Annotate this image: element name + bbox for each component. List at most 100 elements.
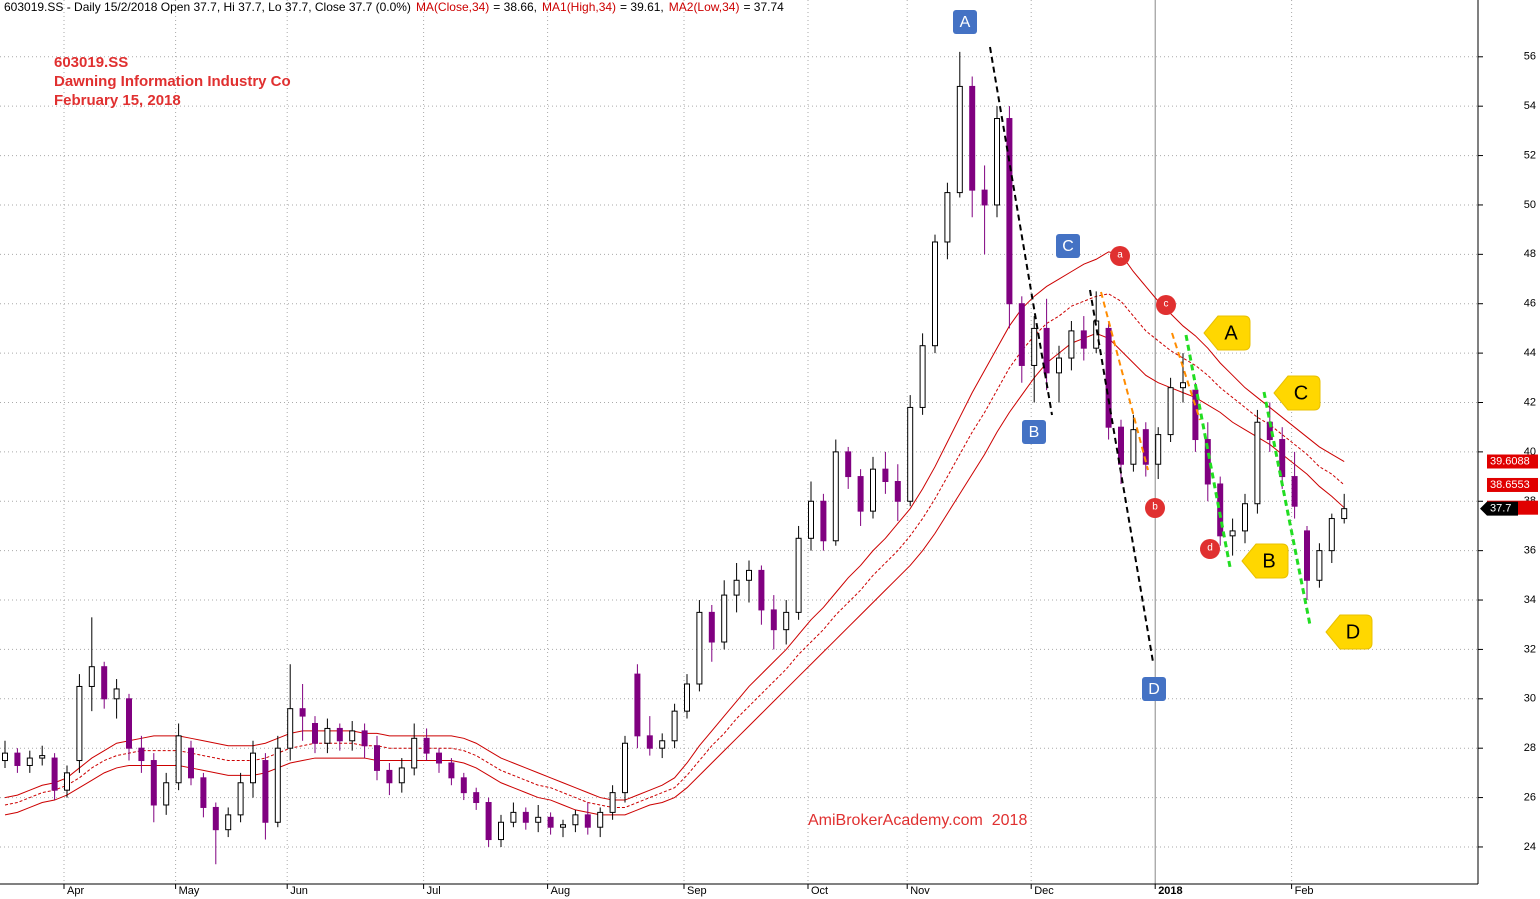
candle-body: [932, 241, 938, 347]
candle-body: [659, 740, 666, 749]
end-tag-label: 38.6553: [1490, 479, 1530, 491]
candle-body: [522, 811, 529, 823]
overlay: 2426283032343638404244464850525456AprMay…: [63, 10, 1538, 897]
point-marker: [1145, 498, 1165, 518]
candle-body: [88, 666, 95, 687]
candle-body: [336, 727, 343, 742]
candle-body: [708, 611, 715, 643]
candle-body: [287, 708, 294, 749]
last-tag: [1480, 501, 1518, 516]
candle-body: [386, 769, 393, 784]
x-tick-label: Nov: [910, 885, 930, 897]
candle-body: [39, 755, 46, 759]
tag-marker: [1273, 375, 1321, 411]
legend-value: = 37.74: [743, 0, 784, 14]
candle-body: [758, 569, 765, 611]
tag-marker: [1241, 543, 1289, 579]
candle-body: [808, 500, 814, 539]
wave-marker: [1056, 234, 1080, 258]
candle-body: [14, 752, 21, 766]
y-tick-label: 42: [1524, 396, 1536, 408]
trend-line: [1171, 332, 1201, 421]
candle-body: [2, 752, 8, 762]
candle-body: [845, 451, 852, 478]
point-marker: [1156, 295, 1176, 315]
candle-body: [423, 737, 430, 754]
candle-body: [1006, 118, 1013, 305]
candle-body: [200, 777, 207, 808]
candle-body: [746, 569, 752, 581]
watermark: AmiBrokerAcademy.com 2018: [808, 812, 1027, 829]
candle-body: [609, 792, 616, 813]
end-tag-label: 39.6088: [1490, 455, 1530, 467]
candle-body: [324, 727, 331, 744]
candle-body: [485, 802, 492, 841]
point-marker: [1200, 539, 1220, 559]
candle-body: [795, 537, 802, 613]
candle-body: [26, 757, 33, 766]
candle-body: [882, 468, 889, 483]
trend-line: [1262, 391, 1312, 626]
candle-body: [1056, 357, 1062, 374]
trend-line: [989, 46, 1053, 416]
y-tick-label: 30: [1524, 693, 1536, 705]
y-tick-label: 50: [1524, 199, 1536, 211]
candle-body: [274, 747, 281, 823]
x-tick-label: May: [179, 885, 200, 897]
candle-body: [584, 814, 591, 828]
candle-body: [64, 772, 70, 791]
candle-body: [1142, 429, 1149, 465]
wave-marker: [953, 10, 977, 34]
x-tick-label: Oct: [811, 885, 828, 897]
candle-body: [312, 722, 318, 744]
candle-body: [1118, 426, 1124, 465]
candle-body: [1167, 387, 1174, 436]
point-label: b: [1152, 502, 1158, 513]
candles: [2, 51, 1348, 865]
trend-line: [1089, 289, 1154, 663]
candle-body: [150, 760, 157, 806]
candle-body: [1304, 530, 1310, 581]
info: 603019.SS - Daily 15/2/2018 Open 37.7, H…: [4, 0, 411, 14]
candle-body: [361, 730, 368, 747]
y-tick-label: 44: [1524, 347, 1536, 359]
candle-body: [510, 811, 517, 823]
candle-body: [1043, 327, 1050, 374]
candle-body: [51, 757, 58, 791]
candle-body: [721, 594, 728, 643]
candle-body: [1105, 327, 1112, 428]
candle-body: [1031, 327, 1038, 366]
candle-body: [1291, 476, 1298, 507]
y-tick-label: 36: [1524, 545, 1536, 557]
legend-name: MA1(High,34): [542, 0, 616, 14]
x-tick-label: Jun: [290, 885, 308, 897]
candle-body: [1229, 530, 1236, 537]
candle-body: [1180, 382, 1186, 389]
candle-body: [163, 782, 170, 806]
candle-body: [956, 85, 963, 194]
x-tick-label: Dec: [1034, 885, 1054, 897]
candle-body: [696, 611, 703, 685]
candle-body: [262, 760, 269, 823]
point-label: d: [1207, 543, 1213, 554]
chart-title: Dawning Information Industry Co: [54, 73, 291, 90]
candle-body: [398, 767, 405, 784]
wave-marker: [1022, 420, 1046, 444]
y-tick-label: 28: [1524, 742, 1536, 754]
trend-lines: [989, 46, 1312, 663]
candle-body: [76, 685, 83, 762]
candle-body: [1018, 303, 1025, 366]
candle-body: [870, 468, 876, 512]
candle-body: [175, 735, 182, 784]
candle-body: [733, 579, 740, 596]
trend-line: [1100, 291, 1149, 471]
candle-body: [547, 816, 554, 828]
candle-body: [560, 824, 566, 828]
candle-body: [671, 710, 678, 742]
symbol: 603019.SS: [54, 54, 128, 71]
y-tick-label: 32: [1524, 643, 1536, 655]
candle-body: [783, 611, 790, 631]
candle-body: [597, 811, 604, 828]
last-tag-label: 37.7: [1490, 503, 1511, 515]
candle-body: [349, 730, 356, 742]
